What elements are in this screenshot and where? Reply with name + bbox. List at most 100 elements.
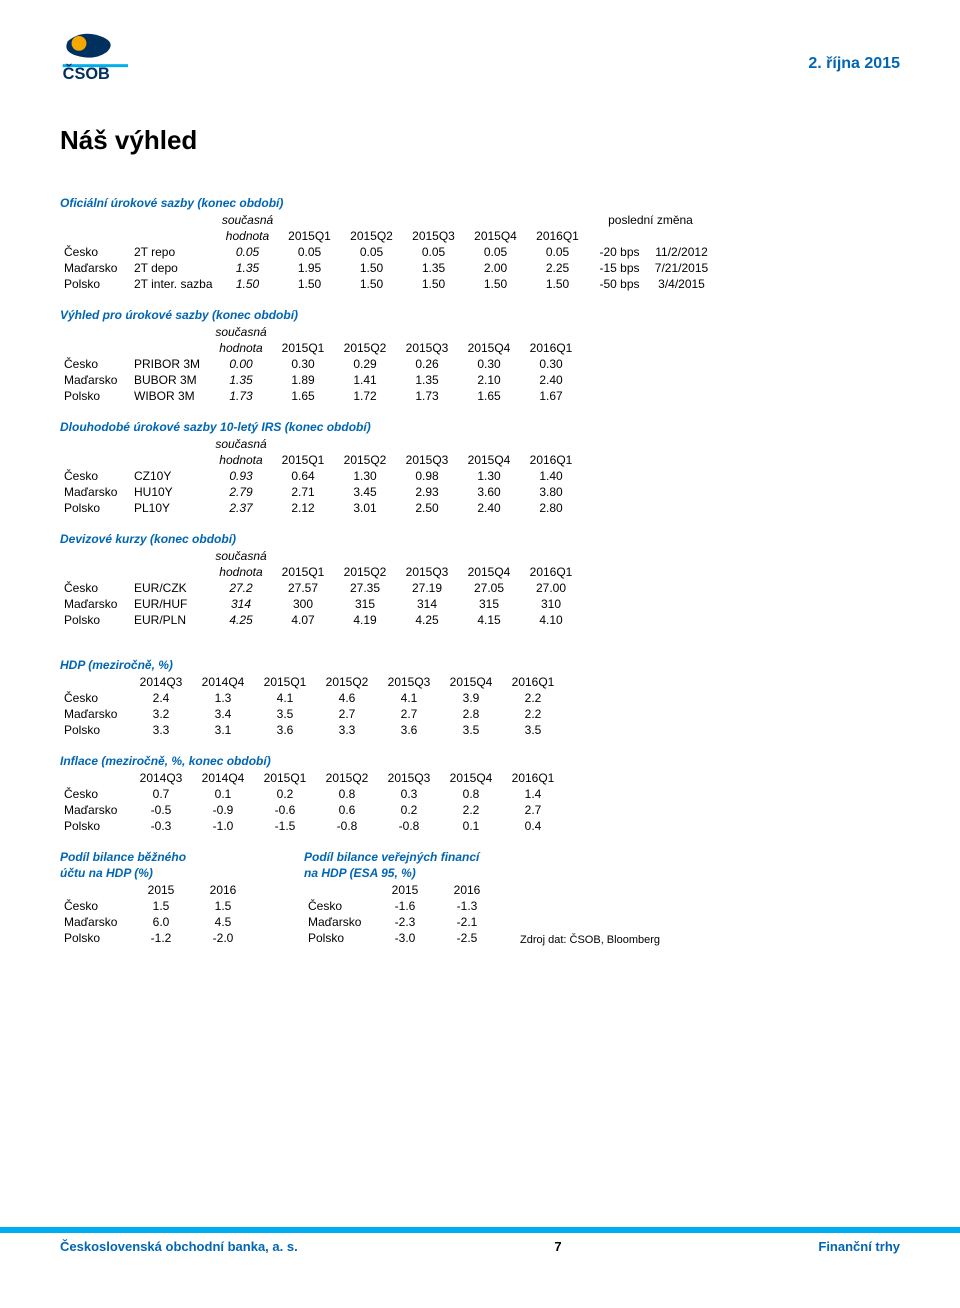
table-cell: 1.50 (341, 276, 403, 292)
table-cell: 1.50 (527, 276, 589, 292)
table-cell: -1.5 (254, 818, 316, 834)
table-cell: 0.8 (316, 786, 378, 802)
table-cell: Maďarsko (60, 802, 130, 818)
table-cell: -2.0 (192, 930, 254, 946)
table-row: PolskoPL10Y2.372.123.012.502.402.80 (60, 500, 582, 516)
table-cell: EUR/PLN (130, 612, 210, 628)
table-cell: -1.0 (192, 818, 254, 834)
table-cell: 1.73 (396, 388, 458, 404)
table-cell: -1.3 (436, 898, 498, 914)
table-cell: 0.2 (378, 802, 440, 818)
table-cell: 1.35 (210, 372, 272, 388)
table-row: Polsko3.33.13.63.33.63.53.5 (60, 722, 564, 738)
table-cell: 2.10 (458, 372, 520, 388)
table-row: Maďarsko3.23.43.52.72.72.82.2 (60, 706, 564, 722)
table-cell: 27.00 (520, 580, 582, 596)
table-cell: 0.6 (316, 802, 378, 818)
table-cell: 0.30 (458, 356, 520, 372)
page-number: 7 (554, 1239, 561, 1254)
table-cell: 2.4 (130, 690, 192, 706)
table-row: Česko-1.6-1.3 (304, 898, 498, 914)
table-cell: 1.50 (279, 276, 341, 292)
table-cell: 3.01 (334, 500, 396, 516)
table-cell: 2.7 (378, 706, 440, 722)
table-cell: 0.26 (396, 356, 458, 372)
table-cell: 1.73 (210, 388, 272, 404)
table-cell: 3.80 (520, 484, 582, 500)
table-cell: Česko (60, 244, 130, 260)
table-cell: Maďarsko (60, 484, 130, 500)
inflation-table: 2014Q3 2014Q4 2015Q1 2015Q2 2015Q3 2015Q… (60, 770, 564, 834)
table-row: MaďarskoBUBOR 3M1.351.891.411.352.102.40 (60, 372, 582, 388)
table-cell: 1.35 (403, 260, 465, 276)
table-cell: 3/4/2015 (651, 276, 713, 292)
table-cell: Polsko (304, 930, 374, 946)
footer-bar: Československá obchodní banka, a. s. 7 F… (0, 1227, 960, 1270)
col-current: současná (217, 212, 279, 228)
table-cell: PL10Y (130, 500, 210, 516)
section-current-account: Podíl bilance běžného (60, 850, 254, 864)
table-cell: 1.50 (341, 260, 403, 276)
table-cell: 314 (396, 596, 458, 612)
table-cell: 0.29 (334, 356, 396, 372)
table-cell: 2.93 (396, 484, 458, 500)
table-cell: 2.12 (272, 500, 334, 516)
section-gov-balance: Podíl bilance veřejných financí (304, 850, 498, 864)
table-cell: 4.5 (192, 914, 254, 930)
table-cell: 27.35 (334, 580, 396, 596)
table-row: Maďarsko2T depo1.351.951.501.352.002.25-… (60, 260, 713, 276)
section-long-rates: Dlouhodobé úrokové sazby 10-letý IRS (ko… (60, 420, 900, 434)
table-cell: 0.8 (440, 786, 502, 802)
table-cell: 300 (272, 596, 334, 612)
table-cell: Maďarsko (60, 372, 130, 388)
table-cell: 0.1 (192, 786, 254, 802)
table-cell: 1.67 (520, 388, 582, 404)
table-cell: 11/2/2012 (651, 244, 713, 260)
table-cell: 2.80 (520, 500, 582, 516)
table-row: ČeskoPRIBOR 3M0.000.300.290.260.300.30 (60, 356, 582, 372)
table-cell: Maďarsko (60, 706, 130, 722)
table-cell: 2.2 (502, 706, 564, 722)
table-cell: 0.93 (210, 468, 272, 484)
section-official-rates: Oficiální úrokové sazby (konec období) (60, 196, 900, 210)
table-cell: 3.5 (502, 722, 564, 738)
table-cell: Maďarsko (60, 260, 130, 276)
table-cell: 1.30 (458, 468, 520, 484)
table-cell: 3.60 (458, 484, 520, 500)
table-cell: 1.5 (192, 898, 254, 914)
table-row: Česko2.41.34.14.64.13.92.2 (60, 690, 564, 706)
table-cell: 1.50 (465, 276, 527, 292)
table-row: MaďarskoEUR/HUF314300315314315310 (60, 596, 582, 612)
table-cell: -2.5 (436, 930, 498, 946)
table-cell: 1.5 (130, 898, 192, 914)
table-cell: PRIBOR 3M (130, 356, 210, 372)
table-cell: 1.65 (458, 388, 520, 404)
table-cell: 0.1 (440, 818, 502, 834)
table-cell: 0.05 (341, 244, 403, 260)
table-cell: 2.79 (210, 484, 272, 500)
current-account-table: 2015 2016 Česko1.51.5Maďarsko6.04.5Polsk… (60, 882, 254, 946)
table-row: Česko1.51.5 (60, 898, 254, 914)
table-cell: 4.15 (458, 612, 520, 628)
table-cell: 2.7 (502, 802, 564, 818)
table-cell: -0.5 (130, 802, 192, 818)
gdp-table: 2014Q3 2014Q4 2015Q1 2015Q2 2015Q3 2015Q… (60, 674, 564, 738)
table-cell: -2.1 (436, 914, 498, 930)
table-cell: 3.3 (130, 722, 192, 738)
table-cell: 2.37 (210, 500, 272, 516)
table-row: ČeskoEUR/CZK27.227.5727.3527.1927.0527.0… (60, 580, 582, 596)
table-cell: 3.1 (192, 722, 254, 738)
gov-balance-table: 2015 2016 Česko-1.6-1.3Maďarsko-2.3-2.1P… (304, 882, 498, 946)
table-cell: 2.00 (465, 260, 527, 276)
table-row: Polsko-1.2-2.0 (60, 930, 254, 946)
table-cell: 0.00 (210, 356, 272, 372)
table-cell: 0.05 (465, 244, 527, 260)
table-cell: Česko (304, 898, 374, 914)
table-row: Maďarsko-0.5-0.9-0.60.60.22.22.7 (60, 802, 564, 818)
source-note: Zdroj dat: ČSOB, Bloomberg (508, 934, 660, 946)
table-cell: 1.40 (520, 468, 582, 484)
table-cell: -0.3 (130, 818, 192, 834)
table-cell: 7/21/2015 (651, 260, 713, 276)
table-cell: 4.19 (334, 612, 396, 628)
section-rate-outlook: Výhled pro úrokové sazby (konec období) (60, 308, 900, 322)
